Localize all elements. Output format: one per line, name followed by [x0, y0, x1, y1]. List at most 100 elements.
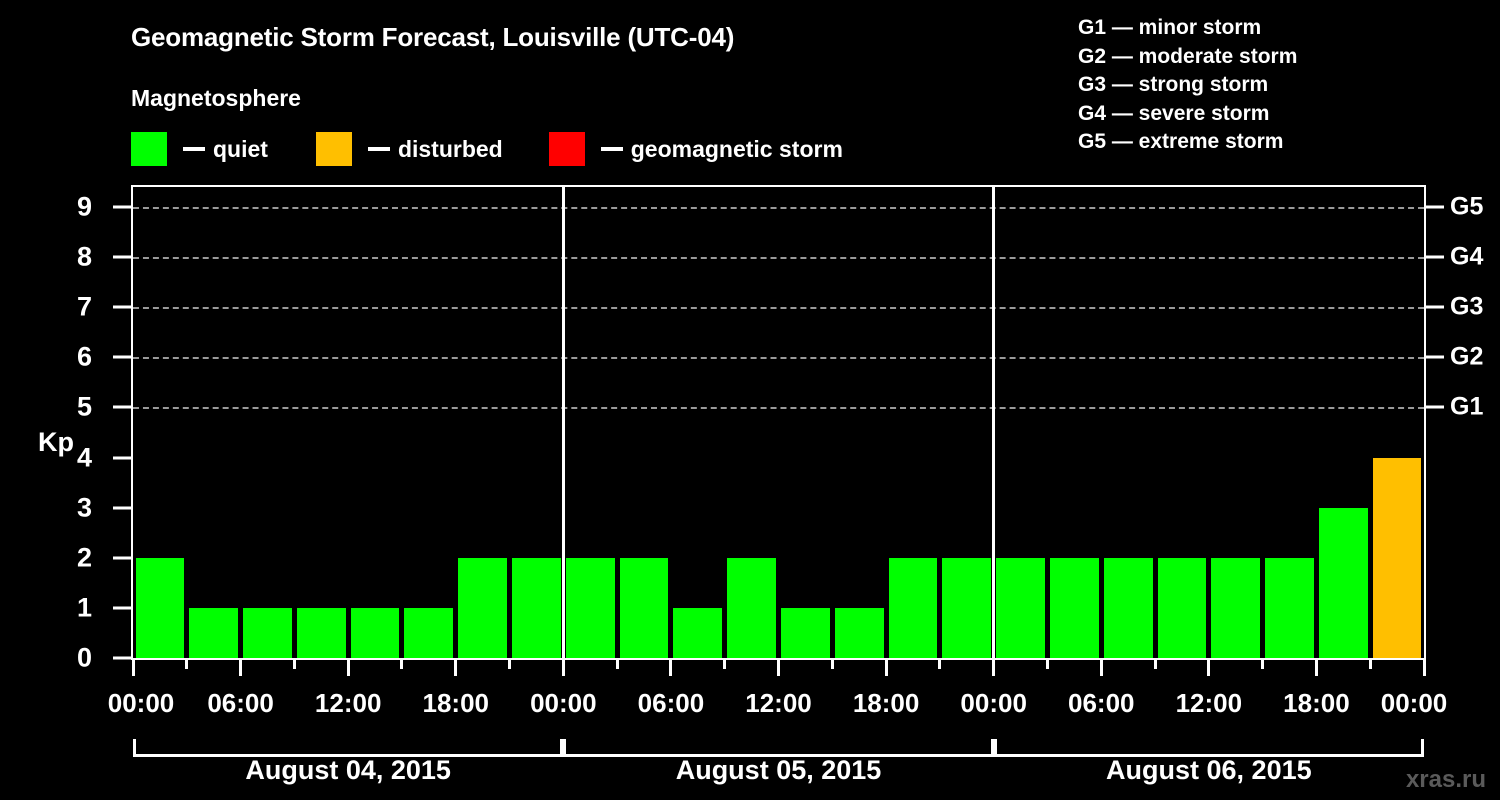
orange-square-swatch: [315, 132, 352, 166]
g-tick-label-g3: G3: [1450, 292, 1484, 321]
y-tick-mark-1: [113, 606, 131, 610]
x-tick-major: [777, 660, 780, 676]
y-tick-label-6: 6: [76, 341, 92, 372]
x-tick-minor: [830, 660, 834, 669]
day-separator-2: [992, 187, 996, 658]
x-tick-major: [454, 660, 458, 676]
g-tick-label-g2: G2: [1450, 342, 1484, 371]
bar: [1318, 507, 1368, 658]
x-tick-label: 18:00: [852, 688, 920, 718]
bar: [1211, 557, 1261, 658]
x-tick-minor: [292, 660, 296, 669]
y-tick-mark-9: [113, 205, 131, 209]
x-tick-minor: [185, 660, 189, 669]
x-tick-major: [561, 660, 565, 676]
x-tick-label: 12:00: [314, 688, 382, 718]
bar: [673, 607, 723, 658]
y-tick-mark-0: [113, 656, 131, 660]
x-tick-minor: [1368, 660, 1372, 669]
x-tick-major: [131, 660, 135, 676]
bar: [619, 557, 669, 658]
x-tick-major: [884, 660, 888, 676]
bar: [512, 557, 561, 658]
g-legend-row-g3: G3 — strong storm: [1078, 73, 1269, 96]
x-tick-major: [1099, 660, 1103, 676]
x-tick-minor: [1153, 660, 1157, 669]
bar: [942, 557, 992, 658]
y-axis-title: Kp: [38, 427, 74, 457]
g-tick-label-g5: G5: [1450, 192, 1484, 221]
x-tick-major: [346, 660, 350, 676]
y-tick-mark-7: [113, 305, 131, 309]
x-tick-label: 12:00: [1175, 688, 1243, 718]
bar: [834, 607, 884, 658]
legend-dash-icon: [367, 147, 390, 151]
y-tick-label-8: 8: [76, 241, 92, 272]
g-legend-row-g4: G4 — severe storm: [1078, 101, 1270, 125]
bar: [296, 607, 346, 658]
g-tick-mark-g5: [1426, 205, 1444, 209]
bar: [1103, 557, 1153, 658]
x-tick-label: 00:00: [1380, 688, 1448, 718]
y-tick-label-4: 4: [76, 442, 92, 473]
page-title: Geomagnetic Storm Forecast, Louisville (…: [131, 22, 735, 52]
legend-label-disturbed: disturbed: [397, 135, 503, 162]
bar: [781, 607, 830, 658]
x-tick-label: 00:00: [107, 688, 175, 718]
gridline-kp-6: [133, 357, 1424, 360]
y-tick-mark-8: [113, 255, 131, 259]
bar: [1265, 557, 1314, 658]
chart-plot-area: [131, 185, 1426, 660]
bar: [565, 557, 615, 658]
x-tick-major: [992, 660, 996, 676]
y-tick-mark-5: [113, 405, 131, 409]
x-tick-minor: [615, 660, 619, 669]
legend-entry-storm: geomagnetic storm: [548, 132, 843, 166]
legend-dash-icon: [600, 147, 623, 151]
bar: [350, 607, 400, 658]
gridline-kp-5: [133, 407, 1424, 410]
x-tick-minor: [938, 660, 942, 669]
gridline-kp-8: [133, 257, 1424, 260]
g-tick-mark-g2: [1426, 355, 1444, 359]
bar: [404, 607, 454, 658]
g-tick-mark-g1: [1426, 405, 1444, 409]
x-tick-minor: [1261, 660, 1265, 669]
bar: [189, 607, 239, 658]
x-tick-major: [239, 660, 243, 676]
y-tick-mark-2: [113, 556, 131, 560]
y-tick-label-9: 9: [76, 191, 92, 222]
day-separator-1: [561, 187, 565, 658]
bar: [996, 557, 1045, 658]
g-tick-label-g1: G1: [1450, 392, 1484, 421]
x-tick-major: [669, 660, 673, 676]
y-tick-label-0: 0: [76, 642, 92, 673]
y-tick-label-5: 5: [76, 391, 92, 422]
x-tick-label: 06:00: [207, 688, 274, 718]
gridline-kp-9: [133, 207, 1424, 210]
day-label-3: August 06, 2015: [1106, 755, 1312, 785]
plot-inner: [133, 187, 1424, 658]
bar: [243, 607, 292, 658]
day-bracket-1: [133, 739, 564, 757]
legend-label-quiet: quiet: [213, 135, 268, 162]
x-tick-label: 00:00: [530, 688, 597, 718]
g-legend-row-g5: G5 — extreme storm: [1078, 130, 1284, 153]
y-tick-label-7: 7: [76, 291, 92, 322]
x-tick-label: 18:00: [1283, 688, 1350, 718]
legend-entry-disturbed: disturbed: [315, 132, 503, 166]
bar: [1372, 457, 1422, 658]
x-tick-label: 06:00: [1068, 688, 1135, 718]
bar: [888, 557, 938, 658]
g-legend-row-g2: G2 — moderate storm: [1078, 44, 1298, 68]
legend-label-storm: geomagnetic storm: [630, 135, 843, 162]
day-bracket-3: [993, 739, 1424, 757]
g-legend-row-g1: G1 — minor storm: [1078, 16, 1262, 39]
day-bracket-2: [563, 739, 994, 757]
day-label-1: August 04, 2015: [245, 755, 451, 785]
y-tick-label-1: 1: [76, 592, 92, 623]
gridline-kp-7: [133, 307, 1424, 310]
y-tick-mark-4: [113, 456, 131, 460]
x-tick-minor: [508, 660, 512, 669]
bar: [1049, 557, 1099, 658]
